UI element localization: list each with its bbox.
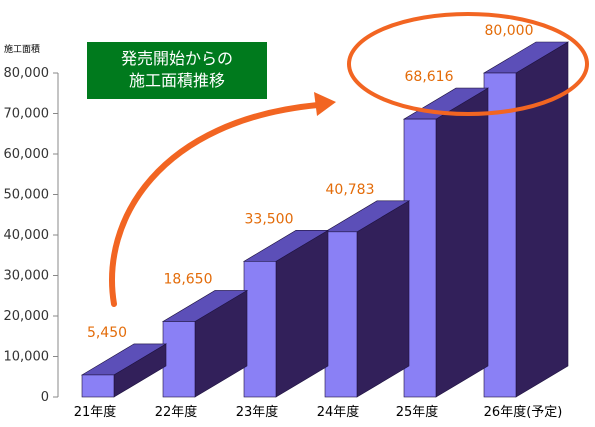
category-labels: 21年度 22年度 23年度 24年度 25年度 26年度(予定)	[74, 404, 563, 420]
y-tick-label: 80,000	[4, 66, 50, 81]
bar	[482, 41, 570, 398]
value-label: 68,616	[405, 69, 454, 85]
category-label: 25年度	[396, 404, 439, 420]
bar	[323, 200, 411, 398]
value-label: 80,000	[485, 23, 534, 39]
category-label: 23年度	[236, 404, 279, 420]
y-tick-label: 40,000	[4, 228, 50, 243]
callout-line2: 施工面積推移	[128, 71, 225, 90]
y-ticks: 0 10,000 20,000 30,000 40,000 50,000 60,000 70,…	[4, 66, 58, 405]
bar-front	[324, 231, 358, 398]
category-label: 22年度	[155, 404, 198, 420]
bar-side	[435, 87, 489, 398]
value-labels: 5,450 18,650 33,500 40,783 68,616 80,000	[87, 23, 534, 341]
bar	[242, 229, 330, 398]
bar-side	[356, 200, 410, 398]
bar-front	[483, 72, 517, 398]
category-label: 21年度	[74, 404, 117, 420]
y-tick-label: 10,000	[4, 350, 50, 365]
growth-arrow-curve	[109, 102, 321, 307]
y-tick-label: 70,000	[4, 107, 50, 122]
bar-front	[81, 374, 115, 398]
y-tick-label: 30,000	[4, 269, 50, 284]
value-label: 33,500	[245, 211, 294, 227]
y-tick-label: 20,000	[4, 309, 50, 324]
growth-arrow	[109, 92, 336, 307]
callout: 発売開始からの 施工面積推移	[87, 42, 267, 99]
y-tick-label: 0	[41, 390, 49, 405]
bar-front	[403, 118, 437, 398]
growth-arrow-head	[314, 92, 336, 116]
y-tick-label: 50,000	[4, 188, 50, 203]
value-label: 40,783	[326, 182, 375, 198]
bar	[161, 289, 249, 398]
bar-front	[162, 321, 196, 398]
y-tick-label: 60,000	[4, 147, 50, 162]
value-label: 5,450	[87, 325, 127, 341]
category-label: 24年度	[317, 404, 360, 420]
category-label: 26年度(予定)	[484, 404, 563, 420]
y-axis-title: 施工面積	[4, 43, 40, 55]
callout-line1: 発売開始からの	[120, 49, 233, 68]
bar-front	[243, 261, 277, 398]
bar	[80, 343, 168, 398]
value-label: 18,650	[164, 271, 213, 287]
highlight-ellipse	[347, 12, 589, 116]
callout-box	[87, 42, 267, 99]
bar	[402, 87, 490, 398]
